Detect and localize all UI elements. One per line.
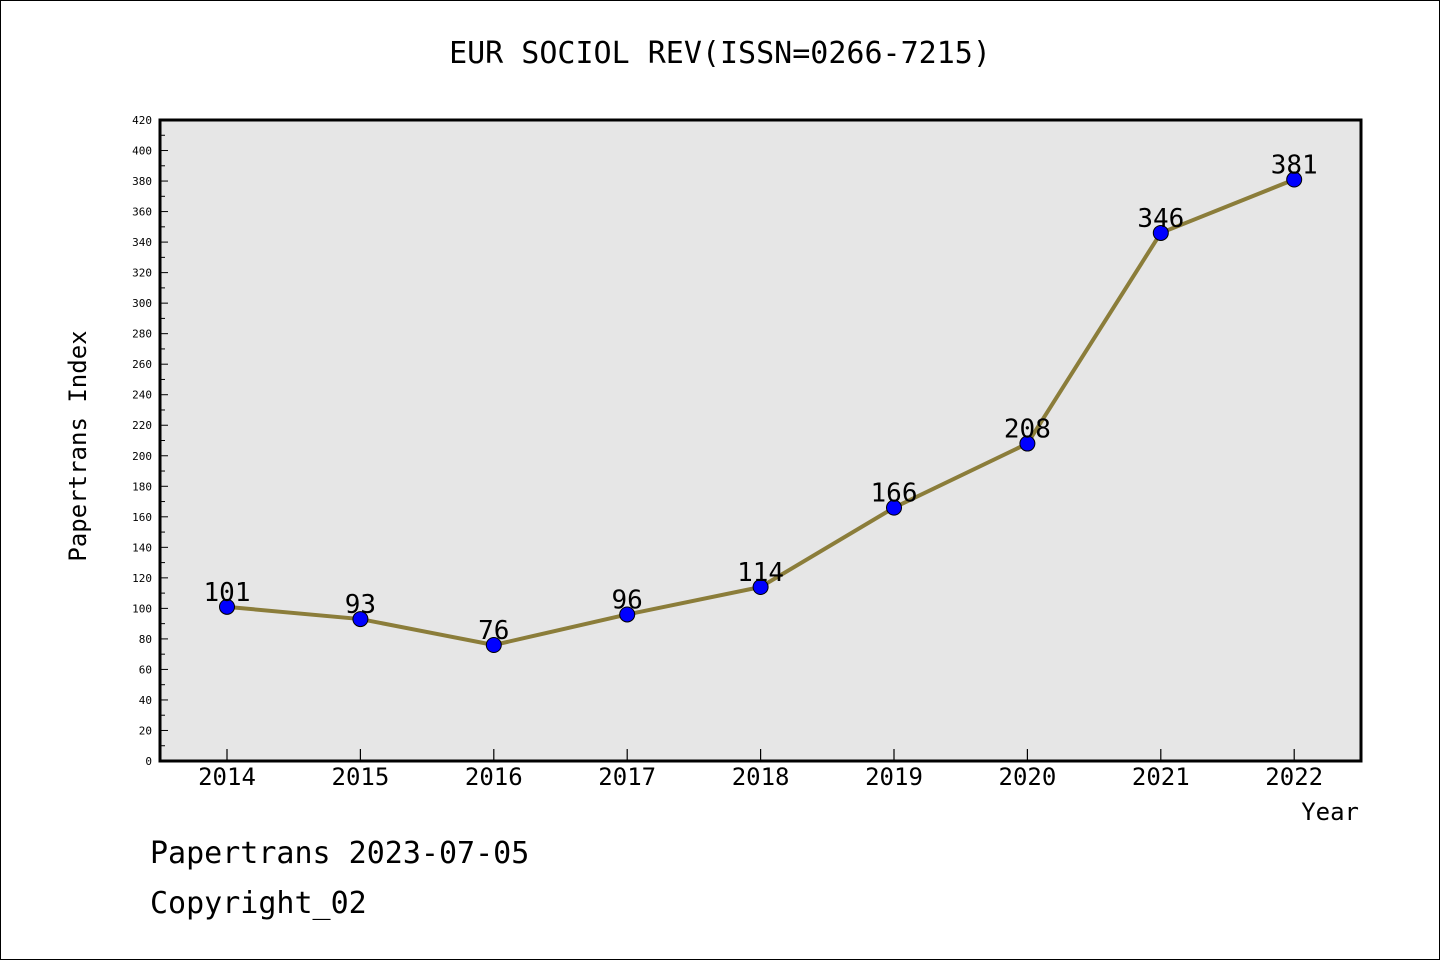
data-point-marker <box>886 499 902 516</box>
data-label: 96 <box>612 585 643 615</box>
y-tick-label: 240 <box>132 389 152 402</box>
y-tick-label: 40 <box>139 694 152 707</box>
x-tick-label: 2014 <box>198 763 256 791</box>
x-tick-label: 2018 <box>732 763 790 791</box>
y-tick-label: 160 <box>132 511 152 524</box>
y-tick-label: 400 <box>132 145 152 158</box>
data-point-marker <box>219 598 235 615</box>
data-label: 208 <box>1004 415 1051 445</box>
x-tick-label: 2016 <box>465 763 523 791</box>
y-tick-label: 0 <box>145 755 152 768</box>
plot-border <box>158 118 1363 763</box>
data-point-marker <box>485 637 502 654</box>
data-point-marker <box>352 611 369 628</box>
y-tick-label: 340 <box>132 236 152 249</box>
y-tick-label: 360 <box>132 206 152 219</box>
y-tick-label: 380 <box>132 175 152 188</box>
y-tick-label: 140 <box>132 541 152 554</box>
y-tick-label: 120 <box>132 572 152 585</box>
data-label: 76 <box>478 616 509 646</box>
x-tick-label: 2019 <box>865 763 923 791</box>
x-tick-label: 2017 <box>598 763 656 791</box>
chart-title: EUR SOCIOL REV(ISSN=0266-7215) <box>449 36 991 71</box>
data-point-marker <box>619 606 636 623</box>
data-point-marker <box>752 579 769 596</box>
y-axis-label: Papertrans Index <box>64 330 92 561</box>
y-tick-label: 320 <box>132 267 152 280</box>
data-label: 166 <box>871 479 918 509</box>
x-tick-label: 2015 <box>332 763 390 791</box>
y-tick-label: 100 <box>132 602 152 615</box>
data-point-marker <box>1019 435 1036 452</box>
y-tick-label: 60 <box>139 663 152 676</box>
x-axis-ticks: 2014 2015 2016 2017 2018 2019 2020 2021 2022 <box>198 749 1323 791</box>
data-label: 346 <box>1137 204 1184 234</box>
data-point-marker <box>1286 171 1303 188</box>
series-markers <box>219 171 1303 654</box>
data-label: 114 <box>737 558 784 588</box>
data-label: 101 <box>204 578 251 608</box>
footer-date: Papertrans 2023-07-05 <box>150 836 530 871</box>
x-axis-label: Year <box>1301 798 1359 826</box>
data-label: 93 <box>345 590 376 620</box>
y-tick-label: 300 <box>132 297 152 310</box>
x-tick-label: 2022 <box>1265 763 1323 791</box>
data-labels: 101 93 76 96 114 166 208 346 381 <box>204 151 1318 646</box>
footer-copyright: Copyright_02 <box>150 886 367 921</box>
y-axis-ticks: 0 20 40 60 80 100 120 140 160 180 200 220 240 260 280 3… <box>132 114 168 768</box>
y-tick-label: 280 <box>132 328 152 341</box>
data-label: 381 <box>1271 151 1318 181</box>
y-tick-label: 260 <box>132 358 152 371</box>
data-point-marker <box>1152 224 1169 241</box>
y-tick-label: 200 <box>132 450 152 463</box>
y-tick-label: 420 <box>132 114 152 127</box>
x-tick-label: 2021 <box>1132 763 1190 791</box>
y-tick-label: 20 <box>139 724 152 737</box>
y-tick-label: 80 <box>139 633 152 646</box>
y-tick-label: 180 <box>132 480 152 493</box>
x-tick-label: 2020 <box>999 763 1057 791</box>
y-tick-label: 220 <box>132 419 152 432</box>
